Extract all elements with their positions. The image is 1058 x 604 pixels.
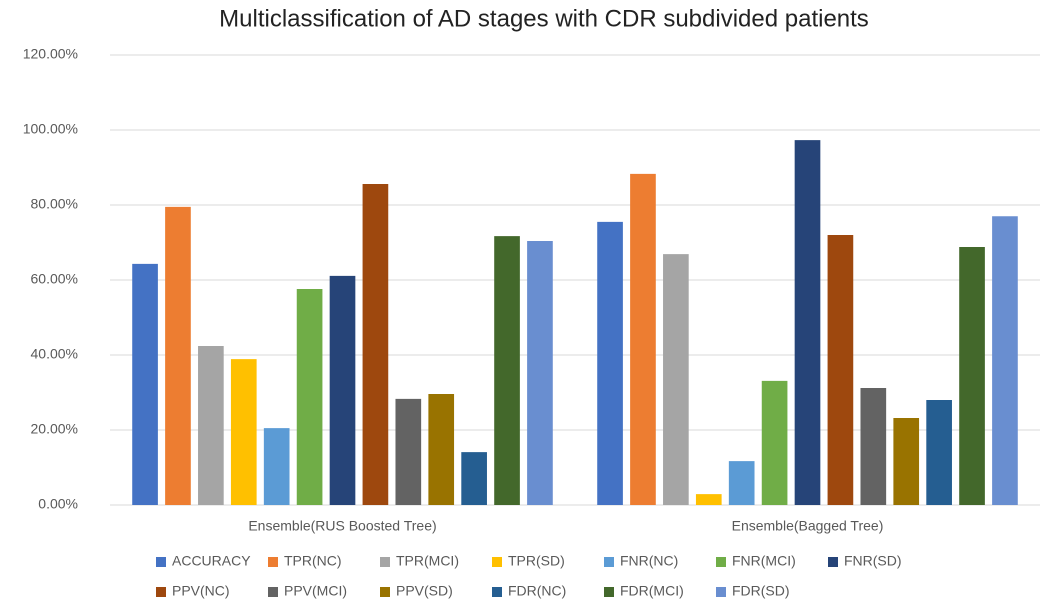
legend-swatch [604, 587, 614, 597]
legend-swatch [492, 557, 502, 567]
legend-label: FNR(MCI) [732, 553, 796, 569]
legend-label: PPV(MCI) [284, 583, 347, 599]
legend-label: FDR(NC) [508, 583, 566, 599]
legend-swatch [604, 557, 614, 567]
legend-label: FNR(NC) [620, 553, 678, 569]
bar [263, 428, 290, 505]
legend-label: TPR(SD) [508, 553, 565, 569]
x-tick-label: Ensemble(RUS Boosted Tree) [248, 518, 436, 534]
legend-swatch [492, 587, 502, 597]
y-tick-label: 60.00% [31, 271, 78, 287]
bar [428, 394, 455, 505]
legend-swatch [156, 557, 166, 567]
bar [395, 398, 422, 505]
bar [860, 388, 887, 505]
legend-label: PPV(SD) [396, 583, 453, 599]
legend-swatch [268, 587, 278, 597]
bar [198, 346, 224, 505]
y-tick-label: 100.00% [23, 121, 78, 137]
bar [761, 380, 788, 505]
bar [695, 494, 722, 505]
bar [926, 400, 952, 505]
bar [597, 221, 623, 505]
bar [630, 173, 656, 505]
y-tick-label: 40.00% [31, 346, 78, 362]
legend-swatch [156, 587, 166, 597]
bar [329, 275, 356, 505]
legend-swatch [268, 557, 278, 567]
y-tick-label: 20.00% [31, 421, 78, 437]
bar [728, 461, 755, 505]
bar [794, 140, 821, 505]
legend-swatch [716, 587, 726, 597]
bar [527, 241, 553, 505]
legend-swatch [716, 557, 726, 567]
bar [362, 184, 389, 505]
bar [959, 247, 985, 505]
y-tick-label: 0.00% [38, 496, 78, 512]
bar [663, 254, 689, 505]
bar [494, 236, 520, 505]
bar [230, 359, 257, 505]
legend-label: ACCURACY [172, 553, 251, 569]
legend-label: PPV(NC) [172, 583, 230, 599]
y-tick-label: 80.00% [31, 196, 78, 212]
legend-label: FDR(MCI) [620, 583, 684, 599]
legend-label: FNR(SD) [844, 553, 902, 569]
legend-swatch [380, 557, 390, 567]
legend-swatch [380, 587, 390, 597]
legend-swatch [828, 557, 838, 567]
legend-label: TPR(NC) [284, 553, 342, 569]
x-tick-label: Ensemble(Bagged Tree) [732, 518, 884, 534]
bar [132, 263, 158, 505]
bar [893, 418, 920, 505]
chart-title: Multiclassification of AD stages with CD… [219, 5, 869, 32]
y-tick-label: 120.00% [23, 46, 78, 62]
legend-label: TPR(MCI) [396, 553, 459, 569]
bar [827, 235, 854, 505]
legend-label: FDR(SD) [732, 583, 790, 599]
bar [992, 216, 1018, 505]
bar [165, 206, 191, 505]
bar [461, 452, 487, 505]
bar [296, 289, 323, 505]
